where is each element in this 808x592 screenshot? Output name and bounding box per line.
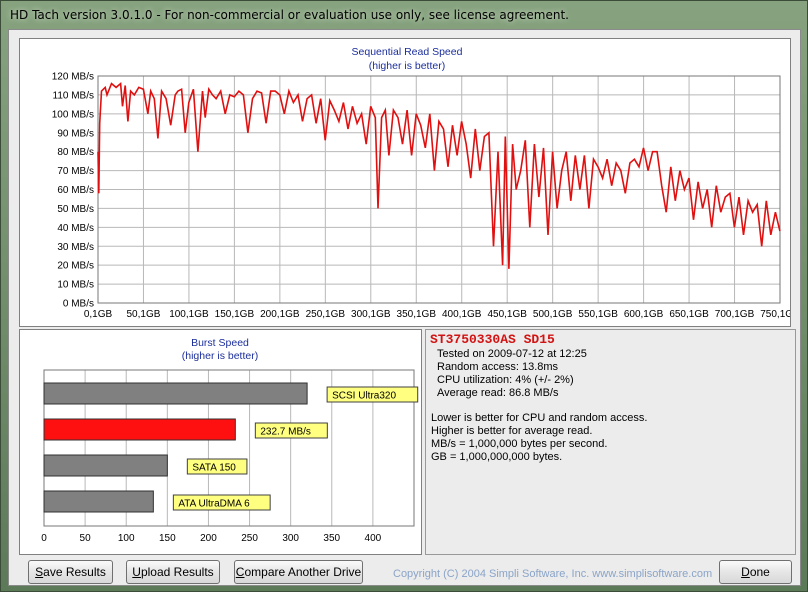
client-area: Sequential Read Speed (higher is better)… [8, 29, 801, 586]
x-tick-label: 400,1GB [442, 309, 482, 320]
title-bar[interactable]: HD Tach version 3.0.1.0 - For non-commer… [1, 1, 807, 29]
y-tick-label: 20 MB/s [57, 261, 94, 272]
cpu-utilization: CPU utilization: 4% (+/- 2%) [437, 374, 574, 386]
burst-chart-subtitle: (higher is better) [182, 350, 258, 362]
sequential-chart-subtitle: (higher is better) [369, 60, 445, 72]
sequential-read-chart: Sequential Read Speed (higher is better)… [52, 46, 800, 320]
info-note: GB = 1,000,000,000 bytes. [431, 451, 563, 463]
y-tick-label: 110 MB/s [53, 90, 95, 101]
copyright-text: Copyright (C) 2004 Simpli Software, Inc.… [393, 568, 713, 580]
window-title: HD Tach version 3.0.1.0 - For non-commer… [10, 8, 569, 22]
sequential-read-line [97, 81, 781, 269]
done-label: Done [741, 565, 770, 579]
y-tick-label: 40 MB/s [57, 223, 94, 234]
burst-speed-chart: Burst Speed (higher is better) SCSI Ultr… [41, 337, 419, 544]
x-tick-label: 650,1GB [669, 309, 709, 320]
y-tick-label: 80 MB/s [57, 147, 94, 158]
burst-bar [43, 454, 168, 477]
y-tick-label: 50 MB/s [57, 204, 94, 215]
y-tick-label: 0 MB/s [63, 299, 94, 310]
x-tick-label: 100,1GB [169, 309, 209, 320]
x-tick-label: 600,1GB [624, 309, 664, 320]
burst-bar [43, 418, 236, 441]
burst-label-box [172, 494, 271, 511]
y-tick-label: 60 MB/s [57, 185, 94, 196]
burst-label-box [254, 422, 328, 439]
burst-bar [43, 490, 154, 513]
x-tick-label: 100 [118, 533, 135, 544]
y-tick-label: 70 MB/s [57, 166, 94, 177]
upload-results-button[interactable]: Upload Results [126, 560, 220, 584]
average-read: Average read: 86.8 MB/s [437, 387, 559, 399]
x-tick-label: 300 [282, 533, 299, 544]
x-tick-label: 50 [80, 533, 92, 544]
x-tick-label: 500,1GB [533, 309, 573, 320]
x-tick-label: 350,1GB [397, 309, 437, 320]
random-access: Random access: 13.8ms [437, 361, 559, 373]
x-tick-label: 50,1GB [127, 309, 161, 320]
x-tick-label: 150 [159, 533, 176, 544]
x-tick-label: 300,1GB [351, 309, 391, 320]
info-note: Lower is better for CPU and random acces… [431, 412, 648, 424]
x-tick-label: 350 [323, 533, 340, 544]
x-tick-label: 150,1GB [215, 309, 255, 320]
plot-area-border [43, 369, 415, 527]
sequential-chart-title: Sequential Read Speed [352, 46, 463, 58]
burst-label: ATA UltraDMA 6 [178, 499, 250, 510]
save-results-label: Save Results [35, 565, 106, 579]
burst-label: SCSI Ultra320 [332, 391, 396, 402]
tested-date: Tested on 2009-07-12 at 12:25 [437, 348, 587, 360]
save-results-button[interactable]: Save Results [28, 560, 113, 584]
burst-bar [43, 382, 308, 405]
burst-label: SATA 150 [192, 463, 236, 474]
drive-model: ST3750330AS SD15 [430, 332, 555, 347]
burst-label-box [186, 458, 248, 475]
burst-chart-title: Burst Speed [191, 337, 249, 349]
x-tick-label: 400 [365, 533, 382, 544]
x-tick-label: 200 [200, 533, 217, 544]
x-tick-label: 0,1GB [84, 309, 113, 320]
x-tick-label: 250,1GB [306, 309, 346, 320]
drive-info-panel: ST3750330AS SD15 Tested on 2009-07-12 at… [425, 329, 796, 555]
x-tick-label: 0 [41, 533, 47, 544]
y-tick-label: 100 MB/s [52, 109, 94, 120]
done-button[interactable]: Done [719, 560, 792, 584]
y-tick-label: 30 MB/s [57, 242, 94, 253]
burst-label-box [326, 386, 419, 403]
y-tick-label: 10 MB/s [57, 280, 94, 291]
compare-another-drive-label: Compare Another Drive [235, 565, 362, 579]
x-tick-label: 750,1GB [760, 309, 790, 320]
info-note: Higher is better for average read. [431, 425, 593, 437]
compare-another-drive-button[interactable]: Compare Another Drive [234, 560, 363, 584]
y-tick-label: 120 MB/s [52, 72, 94, 83]
y-tick-label: 90 MB/s [57, 128, 94, 139]
upload-results-label: Upload Results [132, 565, 214, 579]
x-tick-label: 250 [241, 533, 258, 544]
x-tick-label: 450,1GB [487, 309, 527, 320]
info-note: MB/s = 1,000,000 bytes per second. [431, 438, 608, 450]
sequential-read-panel: Sequential Read Speed (higher is better)… [19, 38, 800, 327]
x-tick-label: 550,1GB [578, 309, 618, 320]
x-tick-label: 200,1GB [260, 309, 300, 320]
x-tick-label: 700,1GB [715, 309, 755, 320]
burst-label: 232.7 MB/s [260, 427, 311, 438]
burst-speed-panel: Burst Speed (higher is better) SCSI Ultr… [19, 329, 422, 555]
